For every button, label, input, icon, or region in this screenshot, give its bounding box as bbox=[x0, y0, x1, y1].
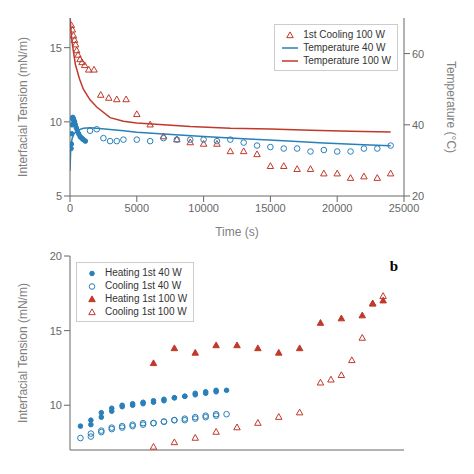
svg-text:20000: 20000 bbox=[322, 202, 353, 214]
html-text:b: b bbox=[389, 258, 398, 274]
html-text:Temperature 40 W: Temperature 40 W bbox=[303, 42, 386, 53]
svg-text:20: 20 bbox=[50, 250, 62, 262]
svg-text:15: 15 bbox=[50, 42, 62, 54]
html-text:1st Cooling 100 W: 1st Cooling 100 W bbox=[303, 29, 385, 40]
html-text:Heating 1st 40 W: Heating 1st 40 W bbox=[105, 267, 182, 278]
svg-text:10000: 10000 bbox=[188, 202, 219, 214]
svg-text:Temperature (°C): Temperature (°C) bbox=[444, 61, 458, 153]
svg-text:0: 0 bbox=[67, 202, 73, 214]
svg-text:15: 15 bbox=[50, 325, 62, 337]
html-text:Cooling 1st 100 W: Cooling 1st 100 W bbox=[105, 306, 187, 317]
svg-text:15000: 15000 bbox=[255, 202, 286, 214]
svg-text:25000: 25000 bbox=[389, 202, 420, 214]
svg-text:Time (s): Time (s) bbox=[215, 225, 259, 239]
svg-text:10: 10 bbox=[50, 116, 62, 128]
svg-text:60: 60 bbox=[412, 48, 424, 60]
html-text:Temperature 100 W: Temperature 100 W bbox=[303, 55, 391, 66]
svg-text:40: 40 bbox=[412, 119, 424, 131]
html-text:Cooling 1st 40 W: Cooling 1st 40 W bbox=[105, 280, 182, 291]
svg-text:20: 20 bbox=[412, 190, 424, 202]
svg-text:10: 10 bbox=[50, 399, 62, 411]
html-text:Heating 1st 100 W: Heating 1st 100 W bbox=[105, 293, 188, 304]
svg-text:Interfacial Tension (mN/m): Interfacial Tension (mN/m) bbox=[16, 283, 30, 423]
svg-text:Interfacial Tension (mN/m): Interfacial Tension (mN/m) bbox=[16, 37, 30, 177]
svg-text:5000: 5000 bbox=[125, 202, 149, 214]
svg-text:5: 5 bbox=[56, 190, 62, 202]
